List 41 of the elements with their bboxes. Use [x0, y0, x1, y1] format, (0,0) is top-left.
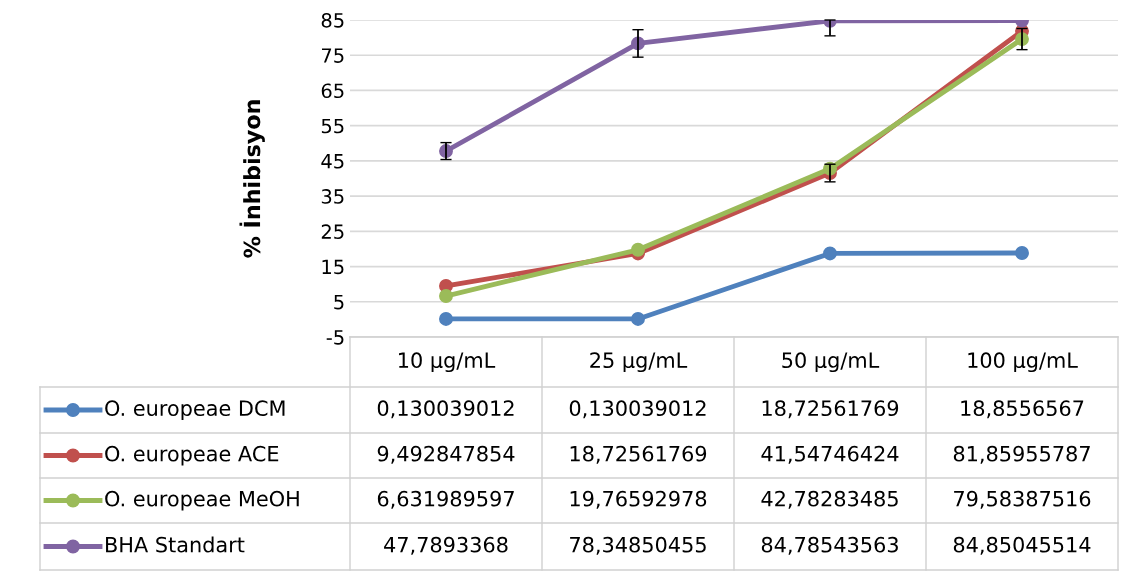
x-tick-label: 50 μg/mL: [782, 352, 880, 373]
data-label: 19,76592978: [570, 490, 707, 509]
data-label: 18,72561769: [762, 400, 899, 419]
y-tick-label: 65: [321, 83, 344, 99]
point: [1015, 246, 1029, 260]
data-label: 78,34850455: [570, 536, 706, 555]
x-tick-label: 100 μg/mL: [968, 352, 1078, 373]
legend-label: O. europeae DCM: [105, 400, 285, 421]
point: [631, 311, 645, 326]
data-label: 81,85955787: [953, 445, 1090, 464]
y-tick-label: 45: [321, 154, 344, 169]
legend-label: O. europeae ACE: [105, 445, 279, 466]
data-label: 84,78543563: [761, 536, 898, 555]
y-tick-label: -5: [326, 330, 344, 345]
y-axis-title: % İnhibisyon: [239, 100, 265, 258]
point: [439, 311, 453, 326]
data-label: 79,58387516: [954, 490, 1091, 509]
point: [631, 242, 645, 257]
y-tick-label: 85: [321, 12, 344, 28]
data-label: 18,72561769: [570, 445, 707, 464]
data-label: 6,631989597: [377, 490, 514, 509]
data-label: 18,8556567: [961, 400, 1084, 419]
x-tick-label: 25 μg/mL: [590, 352, 688, 373]
data-label: 42,78283485: [761, 490, 898, 509]
legend-label: BHA Standart: [106, 536, 245, 553]
legend-label: O. europeae MeOH: [105, 490, 299, 511]
data-label: 84,85045514: [953, 536, 1091, 555]
point: [439, 289, 453, 303]
y-tick-label: 15: [322, 259, 344, 275]
data-label: 9,492847854: [377, 445, 515, 464]
data-label: 0,130039012: [377, 400, 514, 419]
data-label: 0,130039012: [569, 400, 706, 419]
y-tick-label: 75: [321, 48, 344, 63]
data-label: 41,54746424: [761, 445, 899, 464]
y-tick-label: 25: [321, 224, 344, 239]
y-tick-label: 5: [334, 294, 344, 310]
data-label: 47,7893368: [384, 536, 508, 555]
x-tick-label: 10 μg/mL: [399, 352, 496, 373]
y-tick-label: 55: [321, 118, 344, 134]
y-tick-label: 35: [321, 189, 344, 204]
point: [823, 246, 837, 261]
